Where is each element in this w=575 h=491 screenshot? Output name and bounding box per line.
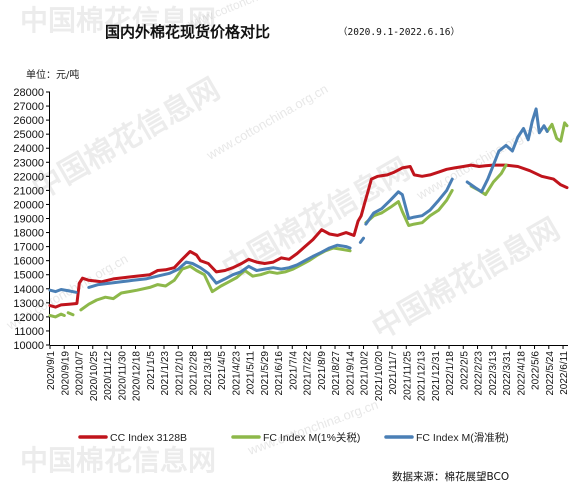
x-tick-label: 2021/5/29 xyxy=(260,351,271,396)
legend-label: FC Index M(1%关税) xyxy=(263,431,360,444)
y-tick-label: 26000 xyxy=(13,115,44,127)
y-tick-label: 17000 xyxy=(13,242,44,254)
x-tick-label: 2020/12/18 xyxy=(132,351,143,401)
y-tick-label: 15000 xyxy=(13,270,44,282)
legend-label: FC Index M(滑准税) xyxy=(416,431,509,444)
y-tick-label: 23000 xyxy=(13,157,44,169)
x-tick-label: 2020/10/7 xyxy=(75,351,86,396)
x-tick-label: 2022/2/5 xyxy=(459,351,470,390)
x-tick-label: 2021/4/23 xyxy=(231,351,242,396)
x-tick-label: 2022/5/24 xyxy=(545,351,556,396)
data-source: 数据来源：棉花展望BCO xyxy=(392,470,509,483)
x-tick-label: 2021/6/16 xyxy=(274,351,285,396)
x-tick-label: 2022/4/18 xyxy=(516,351,527,396)
x-tick-label: 2020/11/12 xyxy=(103,351,114,401)
x-tick-label: 2020/11/30 xyxy=(117,351,128,401)
y-axis-ticks: 10000 11000 12000 13000 14000 15000 16000 17000… xyxy=(13,87,50,352)
series-line-0 xyxy=(48,163,569,309)
x-tick-label: 2021/1/23 xyxy=(160,351,171,396)
watermark-text: 中国棉花信息网 xyxy=(20,4,216,37)
series-line-2 xyxy=(48,107,549,294)
x-tick-label: 2021/5/11 xyxy=(246,351,257,395)
x-tick-label: 2021/1/5 xyxy=(146,351,157,390)
x-tick-label: 2020/10/25 xyxy=(89,351,100,401)
unit-label: 单位：元/吨 xyxy=(26,68,79,81)
y-tick-label: 14000 xyxy=(13,284,44,296)
y-tick-label: 12000 xyxy=(13,312,44,324)
y-tick-label: 22000 xyxy=(13,171,44,183)
x-tick-label: 2021/12/31 xyxy=(431,351,442,401)
y-tick-label: 28000 xyxy=(13,87,44,99)
y-tick-label: 11000 xyxy=(14,326,44,338)
legend: CC Index 3128B FC Index M(1%关税) FC Index M… xyxy=(78,431,509,444)
x-tick-label: 2021/2/28 xyxy=(189,351,200,396)
y-tick-label: 25000 xyxy=(13,129,44,141)
x-tick-label: 2021/11/7 xyxy=(388,351,399,395)
series-line-1 xyxy=(48,121,569,319)
x-tick-label: 2020/9/1 xyxy=(46,351,57,390)
y-tick-label: 20000 xyxy=(13,199,44,211)
x-tick-label: 2022/6/11 xyxy=(559,351,570,395)
y-tick-label: 16000 xyxy=(13,256,44,268)
x-tick-label: 2022/1/18 xyxy=(445,351,456,396)
x-tick-label: 2022/5/6 xyxy=(531,351,542,390)
y-tick-label: 10000 xyxy=(13,340,44,352)
x-tick-label: 2022/3/13 xyxy=(488,351,499,396)
x-tick-label: 2021/4/5 xyxy=(217,351,228,390)
legend-label: CC Index 3128B xyxy=(110,432,187,444)
x-tick-label: 2021/3/18 xyxy=(203,351,214,396)
x-tick-label: 2022/2/23 xyxy=(474,351,485,396)
x-tick-label: 2021/7/22 xyxy=(303,351,314,396)
chart-title: 国内外棉花现货价格对比 xyxy=(105,23,270,41)
x-tick-label: 2021/8/27 xyxy=(331,351,342,396)
x-tick-label: 2021/12/13 xyxy=(417,351,428,401)
x-tick-label: 2021/7/4 xyxy=(288,351,299,390)
y-tick-label: 24000 xyxy=(13,143,44,155)
series-layer xyxy=(48,107,569,319)
x-tick-label: 2021/10/20 xyxy=(374,351,385,401)
x-tick-label: 2021/9/14 xyxy=(345,351,356,396)
y-tick-label: 18000 xyxy=(13,228,44,240)
y-tick-label: 13000 xyxy=(13,298,44,310)
x-tick-label: 2021/8/9 xyxy=(317,351,328,390)
chart-subtitle: （2020.9.1-2022.6.16） xyxy=(338,26,460,38)
y-tick-label: 19000 xyxy=(13,214,44,226)
x-tick-label: 2021/2/10 xyxy=(174,351,185,396)
x-tick-label: 2020/9/19 xyxy=(60,351,71,396)
y-tick-label: 21000 xyxy=(13,185,44,197)
x-tick-label: 2022/3/31 xyxy=(502,351,513,396)
y-tick-label: 27000 xyxy=(13,101,44,113)
x-axis-ticks: 2020/9/1 2020/9/19 2020/10/7 2020/10/25 2020… xyxy=(46,345,570,401)
watermark-text: 中国棉花信息网 xyxy=(20,444,216,477)
x-tick-label: 2021/10/2 xyxy=(360,351,371,396)
x-tick-label: 2021/11/25 xyxy=(402,351,413,401)
